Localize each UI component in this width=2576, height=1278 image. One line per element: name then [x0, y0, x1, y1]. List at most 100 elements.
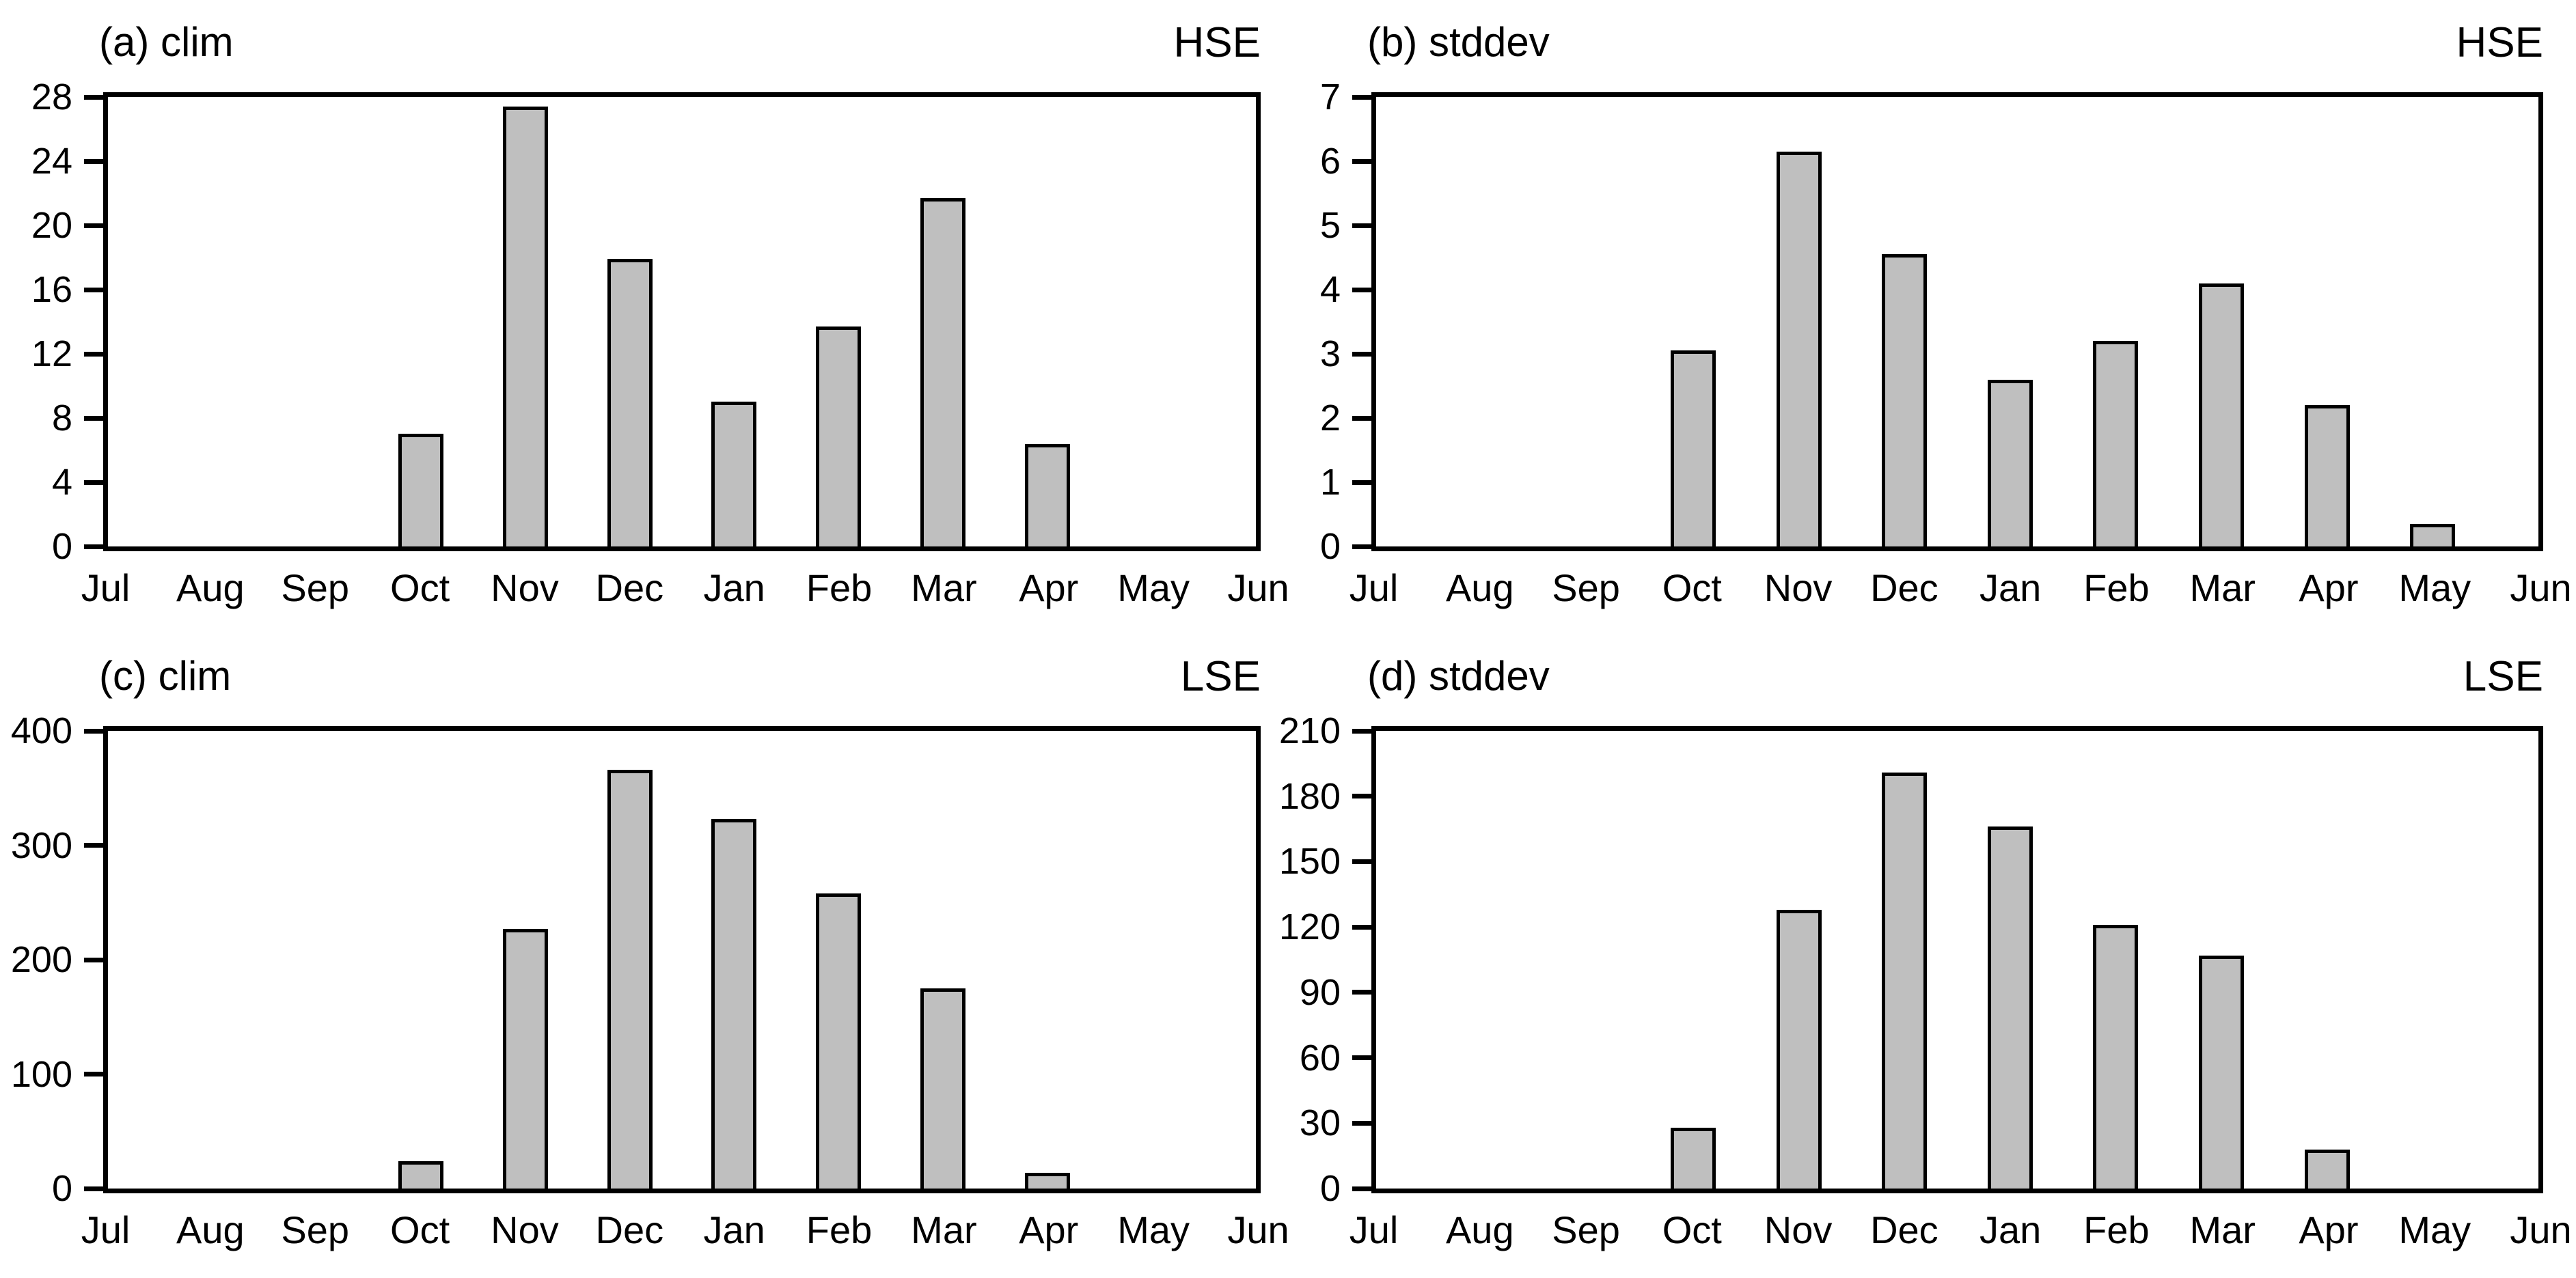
x-tick-label-may: May — [2398, 1208, 2471, 1251]
x-tick-label-dec: Dec — [1870, 1208, 1938, 1251]
y-tick — [1352, 94, 1371, 100]
bar-dec — [607, 259, 653, 546]
panel-c-plot-area — [103, 726, 1261, 1193]
bar-jan — [711, 402, 756, 546]
x-tick-label-dec: Dec — [1870, 566, 1938, 609]
y-tick — [1352, 859, 1371, 864]
y-tick — [1352, 351, 1371, 357]
x-tick-label-nov: Nov — [491, 566, 559, 609]
y-tick-label: 30 — [1299, 1102, 1341, 1144]
x-tick-label-apr: Apr — [2299, 1208, 2359, 1251]
y-tick — [84, 415, 103, 421]
y-tick-label: 3 — [1319, 333, 1341, 374]
x-tick-label-aug: Aug — [176, 1208, 245, 1251]
y-tick-label: 400 — [10, 710, 72, 751]
x-tick-label-dec: Dec — [595, 566, 664, 609]
y-tick-label: 8 — [51, 398, 72, 439]
panel-b-corner-label: HSE — [2456, 19, 2543, 66]
bar-oct — [1671, 1128, 1716, 1189]
x-tick-label-jan: Jan — [703, 566, 765, 609]
bar-dec — [1882, 773, 1927, 1189]
x-tick-label-jan: Jan — [703, 1208, 765, 1251]
x-tick-label-sep: Sep — [1552, 1208, 1620, 1251]
x-tick-label-may: May — [2398, 566, 2471, 609]
x-tick-label-jan: Jan — [1979, 566, 2042, 609]
y-tick-label: 180 — [1278, 775, 1341, 817]
y-tick — [1352, 1186, 1371, 1191]
bar-mar — [2199, 283, 2244, 546]
bar-feb — [2093, 341, 2138, 546]
x-tick-label-sep: Sep — [281, 566, 350, 609]
x-tick-label-mar: Mar — [911, 566, 977, 609]
bar-mar — [920, 988, 965, 1189]
x-tick-label-jun: Jun — [2510, 566, 2572, 609]
y-tick — [1352, 1120, 1371, 1126]
panel-c-corner-label: LSE — [1180, 653, 1261, 700]
bar-jan — [1988, 380, 2033, 546]
y-tick — [84, 728, 103, 734]
y-tick — [1352, 223, 1371, 228]
y-tick — [1352, 480, 1371, 485]
y-tick — [84, 544, 103, 549]
bar-apr — [2305, 405, 2350, 546]
bar-nov — [503, 107, 548, 546]
bar-oct — [1671, 350, 1716, 546]
x-tick-label-jun: Jun — [2510, 1208, 2572, 1251]
x-tick-label-sep: Sep — [281, 1208, 350, 1251]
y-tick-label: 210 — [1278, 710, 1341, 751]
bar-mar — [920, 198, 965, 546]
y-tick-label: 0 — [51, 526, 72, 567]
y-tick-label: 16 — [31, 269, 72, 310]
x-tick-label-nov: Nov — [1764, 1208, 1833, 1251]
y-tick — [1352, 1055, 1371, 1061]
y-tick — [1352, 728, 1371, 734]
x-tick-label-feb: Feb — [806, 1208, 873, 1251]
bar-oct — [398, 1161, 443, 1189]
panel-a-title: (a) clim — [99, 19, 234, 65]
y-tick-label: 28 — [31, 77, 72, 117]
y-tick-label: 1 — [1319, 462, 1341, 503]
y-tick — [84, 94, 103, 100]
bar-may — [2410, 524, 2455, 546]
y-tick-label: 300 — [10, 824, 72, 866]
y-tick — [84, 351, 103, 357]
y-tick-label: 4 — [51, 462, 72, 503]
panel-b-plot-area — [1371, 92, 2543, 551]
y-tick-label: 0 — [1319, 526, 1341, 567]
y-tick — [1352, 158, 1371, 164]
y-tick — [1352, 287, 1371, 292]
bar-jan — [1988, 826, 2033, 1189]
x-tick-label-jul: Jul — [1349, 1208, 1399, 1251]
y-tick-label: 0 — [1319, 1168, 1341, 1209]
bar-apr — [1025, 444, 1070, 546]
bar-nov — [1777, 152, 1822, 546]
y-tick-label: 120 — [1278, 906, 1341, 948]
x-tick-label-oct: Oct — [390, 566, 450, 609]
y-tick — [84, 223, 103, 228]
x-tick-label-jun: Jun — [1227, 1208, 1289, 1251]
x-tick-label-nov: Nov — [1764, 566, 1833, 609]
x-tick-label-jun: Jun — [1227, 566, 1289, 609]
x-tick-label-oct: Oct — [1662, 1208, 1722, 1251]
x-tick-label-mar: Mar — [2189, 1208, 2256, 1251]
y-tick — [84, 843, 103, 848]
y-tick — [1352, 990, 1371, 995]
y-tick — [84, 1072, 103, 1076]
y-tick-label: 0 — [51, 1168, 72, 1209]
y-tick — [84, 480, 103, 485]
y-tick-label: 100 — [10, 1053, 72, 1095]
x-tick-label-aug: Aug — [1445, 566, 1514, 609]
x-tick-label-mar: Mar — [911, 1208, 977, 1251]
y-tick — [84, 1186, 103, 1191]
x-tick-label-feb: Feb — [2083, 1208, 2150, 1251]
panel-a-plot-area — [103, 92, 1261, 551]
panel-d-corner-label: LSE — [2463, 653, 2543, 700]
y-tick-label: 4 — [1319, 269, 1341, 310]
x-tick-label-feb: Feb — [2083, 566, 2150, 609]
panel-c-title: (c) clim — [99, 653, 232, 699]
bar-mar — [2199, 956, 2244, 1189]
x-tick-label-jul: Jul — [81, 566, 131, 609]
y-tick — [84, 287, 103, 292]
y-tick-label: 7 — [1319, 77, 1341, 117]
x-tick-label-jan: Jan — [1979, 1208, 2042, 1251]
